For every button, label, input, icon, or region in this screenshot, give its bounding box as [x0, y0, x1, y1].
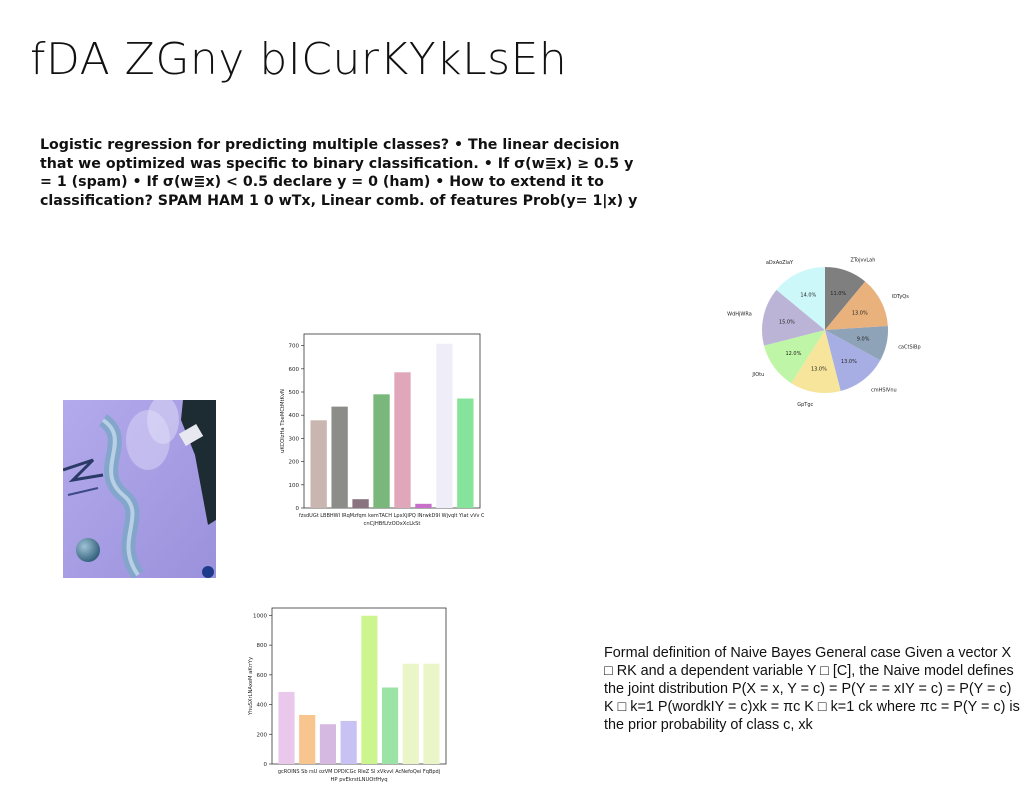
y-tick-label: 400: [289, 413, 300, 419]
naive-bayes-text: Formal definition of Naive Bayes General…: [604, 645, 1020, 733]
y-tick-label: 200: [257, 732, 268, 738]
bar-chart-1: 0 100 200 300 400 500 600 700 fzsdUGt LBBHWI IRq…: [276, 330, 484, 532]
pie-slice: [776, 267, 825, 330]
plot-frame: [271, 607, 447, 765]
pie-slice: [825, 281, 888, 330]
pie-slice: [763, 330, 825, 384]
bar: [402, 663, 419, 764]
pie-label: JlOtu: [751, 372, 764, 378]
bar-chart-2: 0 200 400 600 800 1000 gcROINS Sb rsU ozVM DPD…: [240, 604, 454, 786]
pie-pct-label: 13.0%: [841, 359, 857, 365]
y-tick-label: 400: [257, 703, 268, 709]
bar: [415, 503, 432, 508]
y-tick-label: 700: [289, 344, 300, 350]
pie-label: aDxAoZlaY: [766, 260, 794, 266]
y-tick-label: 200: [289, 460, 300, 466]
y-tick-label: 800: [257, 643, 268, 649]
y-axis-label: uKCOIzHa TbeMCtMtKvN: [280, 389, 286, 453]
bar: [352, 499, 369, 508]
x-tick-labels: fzsdUGt LBBHWI IRqMzfqm kemTACH LpxXjIPQ…: [299, 513, 484, 519]
pie-pct-label: 11.0%: [830, 291, 846, 297]
bar: [319, 724, 337, 764]
x-axis-label: HP pvEkrstLNUOtfHyq: [331, 777, 388, 783]
bar: [340, 720, 357, 764]
bar: [299, 714, 316, 764]
pie-slice: [825, 326, 888, 361]
champagne-party-photo: [63, 400, 216, 578]
y-tick-label: 0: [264, 762, 268, 768]
logistic-regression-text: Logistic regression for predicting multi…: [40, 137, 638, 209]
plot-frame: [303, 333, 481, 509]
bar: [381, 687, 399, 764]
y-tick-label: 300: [289, 436, 300, 442]
pie-label: cmHSlVnu: [871, 387, 897, 393]
bar: [457, 398, 474, 508]
pie-slice: [825, 267, 866, 330]
bar: [331, 406, 348, 508]
pie-label: caCtSiBp: [898, 344, 920, 350]
pie-pct-label: 15.0%: [779, 319, 795, 325]
y-axis-label: YhuSXrLNAxeM aKrrYy: [248, 657, 254, 716]
y-tick-label: 100: [289, 483, 300, 489]
pie-pct-label: 9.0%: [857, 337, 870, 343]
x-tick-labels: gcROINS Sb rsU ozVM DPDlCGc RleZ Sl xVkv…: [278, 769, 440, 775]
pie-slice: [762, 289, 825, 346]
bar: [394, 372, 411, 508]
pie-slice: [825, 330, 881, 392]
y-tick-label: 600: [289, 367, 300, 373]
pie-pct-label: 12.0%: [785, 351, 801, 357]
x-axis-label: cnCJHBfLfzOOxXcLkSt: [364, 521, 421, 527]
y-tick-label: 0: [296, 506, 300, 512]
y-tick-label: 1000: [253, 613, 267, 619]
pie-pct-label: 14.0%: [800, 293, 816, 299]
y-tick-label: 500: [289, 390, 300, 396]
bar: [423, 663, 440, 764]
bar: [436, 343, 453, 508]
pie-pct-label: 13.0%: [811, 367, 827, 373]
pie-label: lDTyQs: [892, 294, 909, 300]
bar: [361, 615, 378, 764]
bar: [373, 394, 390, 508]
bar: [310, 420, 327, 508]
pie-pct-label: 13.0%: [852, 310, 868, 316]
pie-chart: 11.0% ZTojvvLah 13.0% lDTyQs 9.0% caCtSiBp 13.…: [724, 234, 924, 424]
bar: [278, 691, 295, 764]
pie-label: WdHjWRa: [727, 312, 752, 318]
pie-label: GpTgc: [797, 402, 813, 408]
slide-title: fDA ZGny bICurKYkLsEh: [30, 34, 568, 85]
y-tick-label: 600: [257, 673, 268, 679]
pie-slice: [791, 330, 841, 393]
pie-label: ZTojvvLah: [850, 257, 875, 263]
